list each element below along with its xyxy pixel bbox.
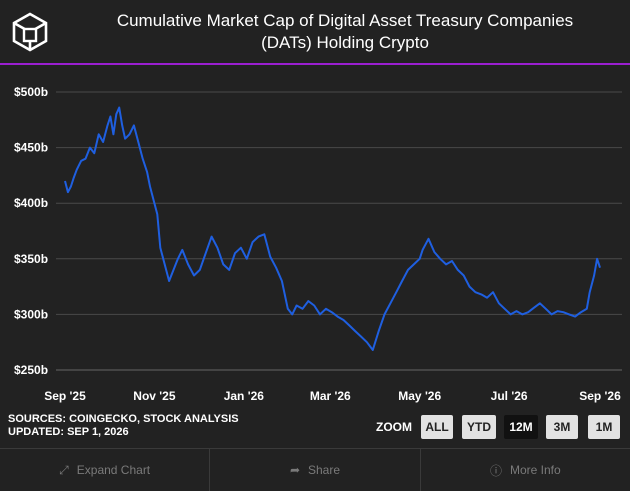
zoom-label: ZOOM	[376, 420, 412, 434]
zoom-12m-button[interactable]: 12M	[504, 415, 538, 439]
zoom-1m-button[interactable]: 1M	[588, 415, 620, 439]
y-tick-label: $250b	[14, 363, 48, 377]
x-tick-label: Nov '25	[133, 389, 176, 403]
x-tick-label: Jan '26	[224, 389, 265, 403]
y-tick-label: $450b	[14, 141, 48, 155]
expand-chart-label: Expand Chart	[76, 463, 151, 477]
cube-logo-icon	[12, 12, 48, 52]
expand-chart-button[interactable]: ⤢ Expand Chart	[0, 449, 209, 491]
expand-icon: ⤢	[59, 462, 69, 477]
info-icon: ⓘ	[489, 463, 502, 478]
zoom-all-button[interactable]: ALL	[421, 415, 453, 439]
y-tick-label: $400b	[14, 196, 48, 210]
x-tick-label: Sep '25	[44, 389, 86, 403]
line-chart: $500b $450b $400b $350b $300b $250b Sep '25 No…	[14, 85, 622, 403]
sources-line: SOURCES: COINGECKO, STOCK ANALYSIS	[8, 413, 239, 425]
series-line	[64, 106, 601, 351]
y-tick-label: $350b	[14, 252, 48, 266]
more-info-label: More Info	[509, 463, 561, 477]
chart-title: Cumulative Market Cap of Digital Asset T…	[70, 10, 620, 54]
y-axis-ticks: $500b $450b $400b $350b $300b $250b	[14, 85, 48, 377]
chart-footer: ⤢ Expand Chart ➦ Share ⓘ More Info	[0, 448, 630, 491]
updated-line: UPDATED: SEP 1, 2026	[8, 426, 129, 438]
x-tick-label: Sep '26	[579, 389, 621, 403]
chart-title-line1: Cumulative Market Cap of Digital Asset T…	[116, 11, 574, 30]
x-axis-ticks: Sep '25 Nov '25 Jan '26 Mar '26 May '26 Jul '…	[44, 389, 621, 403]
series-layer	[64, 106, 601, 351]
x-tick-label: Jul '26	[491, 389, 528, 403]
x-tick-label: Mar '26	[310, 389, 351, 403]
chart-title-line2: (DATs) Holding Crypto	[261, 33, 429, 52]
share-button[interactable]: ➦ Share	[209, 449, 419, 491]
zoom-ytd-button[interactable]: YTD	[462, 415, 496, 439]
y-tick-label: $500b	[14, 85, 48, 99]
y-tick-label: $300b	[14, 307, 48, 321]
chart-header: Cumulative Market Cap of Digital Asset T…	[0, 0, 630, 64]
x-tick-label: May '26	[398, 389, 441, 403]
sources-note: SOURCES: COINGECKO, STOCK ANALYSIS UPDAT…	[8, 413, 239, 439]
chart-area: $500b $450b $400b $350b $300b $250b Sep '25 No…	[0, 66, 630, 406]
share-label: Share	[308, 463, 341, 477]
more-info-button[interactable]: ⓘ More Info	[419, 449, 630, 491]
header-divider	[0, 63, 630, 65]
grid-lines	[56, 91, 622, 371]
share-arrow-icon: ➦	[289, 463, 300, 477]
zoom-3m-button[interactable]: 3M	[546, 415, 578, 439]
